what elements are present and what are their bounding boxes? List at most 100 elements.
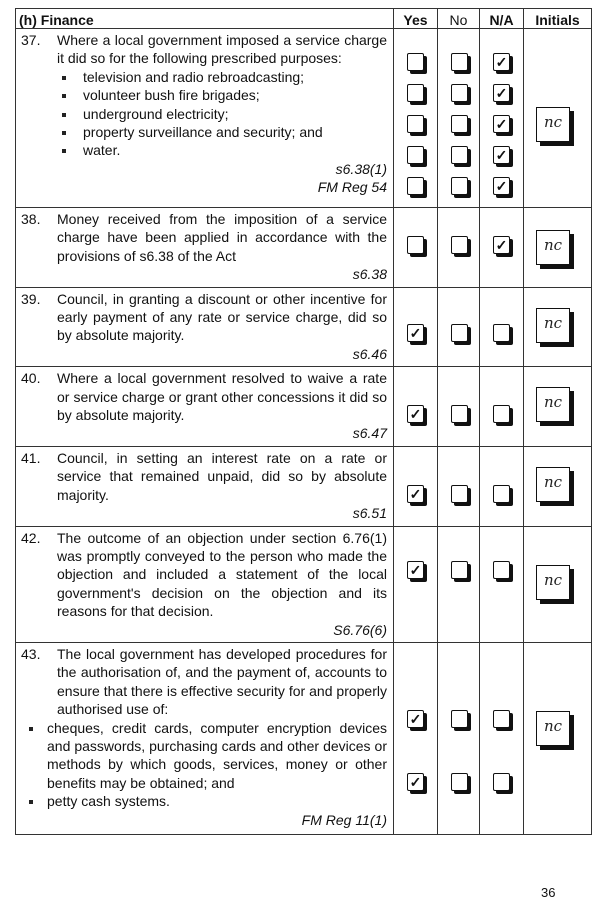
checked-checkbox[interactable]: ✓: [493, 53, 510, 71]
checkbox[interactable]: [493, 709, 510, 728]
initials-cell: nc: [523, 641, 592, 835]
col-yes: Yes: [393, 8, 438, 29]
question-text: Where a local government resolved to wai…: [57, 370, 387, 424]
answer-cell-yes: ✓: [393, 286, 438, 368]
initials-cell: nc: [523, 207, 592, 288]
question-number: 37.: [21, 32, 41, 48]
answer-cell-na: [479, 445, 524, 527]
initials-cell: nc: [523, 366, 592, 447]
answer-cell-yes: ✓: [393, 525, 438, 643]
initials-cell: nc: [523, 286, 592, 368]
check-mark-icon: ✓: [409, 406, 422, 423]
question-cell: 43. The local government has developed p…: [15, 641, 394, 835]
answer-cell-yes: ✓: [393, 445, 438, 527]
checkbox[interactable]: [451, 236, 468, 254]
checkbox[interactable]: [407, 115, 424, 133]
question-cell: 39. Council, in granting a discount or o…: [15, 286, 394, 368]
checkbox[interactable]: [493, 323, 510, 342]
initials-stamp: nc: [536, 107, 570, 142]
initials-stamp: nc: [536, 230, 570, 265]
question-row-39: 39. Council, in granting a discount or o…: [15, 286, 592, 368]
question-number: 43.: [21, 645, 41, 662]
legislation-reference: FM Reg 54: [317, 179, 387, 196]
question-cell: 41. Council, in setting an interest rate…: [15, 445, 394, 527]
checkbox[interactable]: [493, 484, 510, 503]
answer-cell-na: [479, 286, 524, 368]
bullet-item: cheques, credit cards, computer encrypti…: [29, 719, 387, 793]
header-row: (h) Finance Yes No N/A Initials: [15, 8, 592, 29]
checkbox[interactable]: [407, 236, 424, 254]
col-no: No: [437, 8, 480, 29]
check-mark-icon: ✓: [495, 147, 508, 163]
checkbox[interactable]: [493, 405, 510, 424]
checkbox[interactable]: [493, 772, 510, 791]
checkbox[interactable]: [407, 53, 424, 71]
checkbox[interactable]: [493, 560, 510, 579]
checked-checkbox[interactable]: ✓: [493, 115, 510, 133]
question-row-42: 42. The outcome of an objection under se…: [15, 525, 592, 643]
check-mark-icon: ✓: [495, 85, 508, 101]
checkbox[interactable]: [451, 484, 468, 503]
answer-cell-no: [437, 641, 480, 835]
checkbox[interactable]: [451, 53, 468, 71]
legislation-reference: s6.51: [352, 505, 387, 522]
checkbox[interactable]: [451, 772, 468, 791]
check-mark-icon: ✓: [409, 710, 422, 727]
checkbox[interactable]: [407, 146, 424, 164]
legislation-reference: FM Reg 11(1): [301, 811, 387, 828]
checkbox[interactable]: [451, 177, 468, 195]
answer-cell-yes: [393, 207, 438, 288]
initials-stamp: nc: [536, 387, 570, 423]
answer-cell-yes: ✓: [393, 366, 438, 447]
bullet-item: television and radio rebroadcasting;: [57, 68, 387, 86]
answer-cell-no: [437, 525, 480, 643]
col-initials: Initials: [523, 8, 592, 29]
finance-checklist-table: (h) Finance Yes No N/A Initials 37. Wher…: [15, 8, 592, 835]
bullet-item: petty cash systems.: [29, 792, 387, 810]
answer-cell-yes: ✓ ✓: [393, 641, 438, 835]
checkbox[interactable]: [451, 323, 468, 342]
bullet-list: cheques, credit cards, computer encrypti…: [29, 719, 387, 811]
checked-checkbox[interactable]: ✓: [407, 560, 424, 579]
answer-cell-na: [479, 525, 524, 643]
check-mark-icon: ✓: [409, 485, 422, 502]
answer-cell-yes: [393, 28, 438, 208]
checkbox[interactable]: [451, 146, 468, 164]
question-number: 41.: [21, 449, 41, 466]
checked-checkbox[interactable]: ✓: [407, 709, 424, 728]
question-row-38: 38. Money received from the imposition o…: [15, 207, 592, 288]
checkbox[interactable]: [451, 115, 468, 133]
checked-checkbox[interactable]: ✓: [407, 484, 424, 503]
question-number: 40.: [21, 370, 41, 387]
checkbox[interactable]: [451, 560, 468, 579]
question-number: 39.: [21, 290, 41, 307]
checkbox[interactable]: [407, 84, 424, 102]
checkbox[interactable]: [407, 177, 424, 195]
checked-checkbox[interactable]: ✓: [493, 146, 510, 164]
checked-checkbox[interactable]: ✓: [493, 84, 510, 102]
check-mark-icon: ✓: [409, 561, 422, 578]
bullet-item: underground electricity;: [57, 105, 387, 123]
legislation-reference: s6.38: [352, 266, 387, 283]
checked-checkbox[interactable]: ✓: [493, 177, 510, 195]
checked-checkbox[interactable]: ✓: [407, 405, 424, 424]
initials-stamp: nc: [536, 710, 570, 746]
answer-cell-na: [479, 641, 524, 835]
initials-cell: nc: [523, 445, 592, 527]
section-title: (h) Finance: [15, 8, 394, 29]
bullet-item: volunteer bush fire brigades;: [57, 86, 387, 104]
checkbox[interactable]: [451, 709, 468, 728]
checked-checkbox[interactable]: ✓: [493, 236, 510, 254]
bullet-list: television and radio rebroadcasting; volu…: [57, 68, 387, 160]
check-mark-icon: ✓: [409, 773, 422, 790]
question-text: Council, in granting a discount or other…: [57, 290, 387, 344]
checked-checkbox[interactable]: ✓: [407, 772, 424, 791]
check-mark-icon: ✓: [495, 237, 508, 253]
initials-cell: nc: [523, 525, 592, 643]
question-row-43: 43. The local government has developed p…: [15, 641, 592, 835]
checked-checkbox[interactable]: ✓: [407, 323, 424, 342]
question-text: Where a local government imposed a servi…: [57, 32, 387, 67]
initials-cell: nc: [523, 28, 592, 208]
checkbox[interactable]: [451, 84, 468, 102]
checkbox[interactable]: [451, 405, 468, 424]
